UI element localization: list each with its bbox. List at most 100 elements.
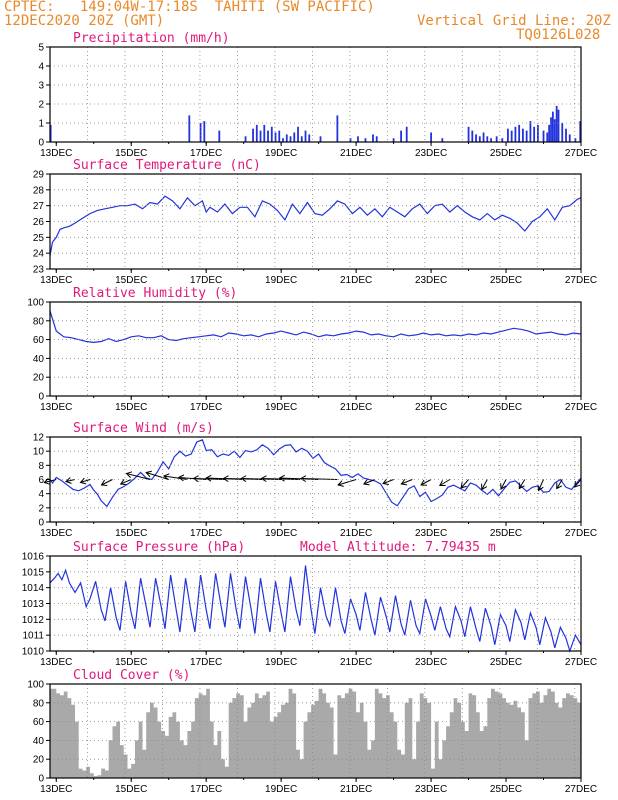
precip-bar <box>375 136 378 142</box>
precip-bar <box>49 124 52 142</box>
precip-bar <box>441 138 444 142</box>
precip-bar <box>579 121 582 142</box>
precip-bar <box>533 126 536 142</box>
x-tick-label: 21DEC <box>340 784 372 795</box>
precip-bar <box>304 130 307 142</box>
precipitation-frame <box>49 46 582 143</box>
precip-bar <box>430 132 432 142</box>
x-tick-label: 15DEC <box>115 784 147 795</box>
wind-arrowhead <box>382 478 389 486</box>
x-tick-label: 19DEC <box>265 275 297 286</box>
precip-bar <box>561 123 564 142</box>
precip-bar <box>282 138 284 142</box>
y-tick-label: 5 <box>38 43 44 54</box>
x-tick-label: 25DEC <box>490 657 522 668</box>
x-tick-label: 25DEC <box>490 784 522 795</box>
pressure-frame <box>49 555 582 652</box>
wind-arrowhead <box>79 477 87 485</box>
wind-arrowhead <box>518 482 525 490</box>
x-tick-label: 21DEC <box>340 657 372 668</box>
wind-arrowhead <box>460 482 467 489</box>
y-tick-label: 20 <box>33 373 45 384</box>
precip-bar <box>501 138 504 142</box>
precip-bar <box>522 128 524 142</box>
precip-bar <box>568 134 571 142</box>
wind-arrow <box>439 479 451 486</box>
precip-bar <box>285 134 288 142</box>
precip-bar <box>486 136 489 142</box>
precip-bar <box>259 130 262 142</box>
precip-bar <box>349 138 352 142</box>
precip-bar <box>400 130 402 142</box>
precip-bar <box>199 123 202 142</box>
x-tick-label: 21DEC <box>340 275 372 286</box>
precip-bar <box>518 124 521 142</box>
wind-arrowhead <box>240 475 247 483</box>
x-tick-label: 17DEC <box>190 657 222 668</box>
x-tick-label: 25DEC <box>490 528 522 539</box>
wind-arrow <box>556 479 563 489</box>
y-tick-label: 2 <box>38 100 44 111</box>
humidity-frame <box>49 301 582 397</box>
x-tick-label: 27DEC <box>565 784 597 795</box>
wind-arrowhead <box>537 484 544 492</box>
wind-arrowhead <box>119 478 127 486</box>
wind-arrow <box>420 479 432 486</box>
x-tick-label: 19DEC <box>265 402 297 413</box>
wind-arrow <box>163 475 188 480</box>
wind-frame <box>49 436 582 523</box>
y-tick-label: 1013 <box>22 599 45 610</box>
y-tick-label: 1012 <box>22 615 45 626</box>
y-tick-label: 4 <box>38 489 44 500</box>
y-tick-label: 8 <box>38 461 44 472</box>
precip-bar <box>263 124 266 142</box>
precip-bar <box>475 134 477 142</box>
x-tick-label: 21DEC <box>340 402 372 413</box>
y-tick-label: 40 <box>33 736 45 747</box>
header-location: CPTEC: 149:04W-17:18S TAHITI (SW PACIFIC… <box>4 0 375 15</box>
y-tick-label: 25 <box>33 233 45 244</box>
wind-arrowhead <box>260 475 267 483</box>
x-tick-label: 25DEC <box>490 148 522 159</box>
cloud-cover-data <box>49 688 582 778</box>
header-vertical-grid: Vertical Grid Line: 20Z <box>417 13 611 29</box>
x-tick-label: 17DEC <box>190 528 222 539</box>
precip-bar <box>507 128 509 142</box>
precip-bar <box>274 132 277 142</box>
wind-arrowhead <box>573 481 581 488</box>
humidity-title: Relative Humidity (%) <box>73 286 237 301</box>
precip-bar <box>244 136 247 142</box>
wind-arrow <box>101 479 113 486</box>
wind-arrowhead <box>337 480 344 487</box>
precip-bar <box>270 126 273 142</box>
panel-temperature: Surface Temperature (nC) 23 24 25 26 27 28 29 13… <box>33 158 597 286</box>
precip-bar <box>218 130 221 142</box>
wind-title: Surface Wind (m/s) <box>73 421 214 436</box>
precip-bar <box>405 126 408 142</box>
wind-arrowhead <box>205 474 212 482</box>
y-tick-label: 80 <box>33 698 45 709</box>
panel-cloud-cover: Cloud Cover (%) 0 20 40 60 80 100 13DEC 15DEC 17D… <box>27 668 597 795</box>
panel-wind: Surface Wind (m/s) 0 2 4 6 8 10 12 13DEC 15DEC 17D… <box>33 421 597 539</box>
pressure-annotation: Model Altitude: 7.79435 m <box>300 540 496 555</box>
precip-bar <box>510 130 513 142</box>
x-tick-label: 13DEC <box>40 528 72 539</box>
precip-bar <box>529 121 532 142</box>
precip-bar <box>392 138 395 142</box>
x-tick-label: 17DEC <box>190 784 222 795</box>
wind-arrowhead <box>438 480 446 486</box>
x-tick-label: 21DEC <box>340 148 372 159</box>
precip-bar <box>525 130 528 142</box>
y-tick-label: 0 <box>38 774 44 785</box>
x-tick-label: 15DEC <box>115 275 147 286</box>
wind-arrow <box>518 479 526 489</box>
precip-bar <box>482 132 485 142</box>
x-tick-label: 19DEC <box>265 784 297 795</box>
y-tick-label: 2 <box>38 503 44 514</box>
x-tick-label: 17DEC <box>190 402 222 413</box>
humidity-data <box>49 310 582 344</box>
y-tick-label: 1010 <box>22 647 45 658</box>
wind-arrowhead <box>125 471 133 478</box>
precip-bar <box>542 130 545 142</box>
